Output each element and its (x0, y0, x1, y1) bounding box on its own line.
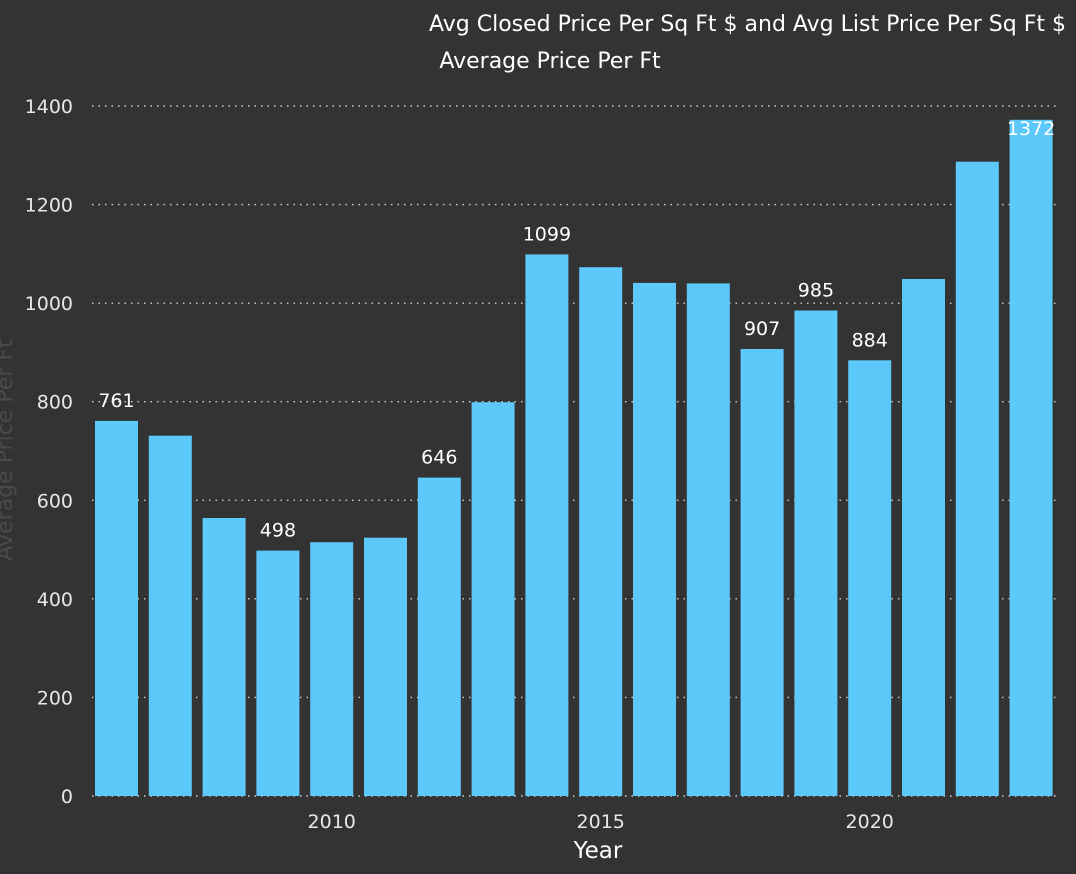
chart-title: Avg Closed Price Per Sq Ft $ and Avg Lis… (429, 12, 1066, 37)
data-label-2023: 1372 (1007, 118, 1055, 140)
bar-2013[interactable] (471, 402, 515, 796)
bar-2018[interactable] (740, 349, 784, 796)
data-label-2006: 761 (98, 390, 134, 412)
y-tick-0: 0 (61, 786, 73, 808)
bars (95, 119, 1053, 797)
bar-2012[interactable] (417, 477, 461, 796)
y-axis-title: Average Price Per Ft (0, 339, 18, 561)
x-axis-ticks: 2010 2015 2020 (308, 811, 894, 833)
data-label-2018: 907 (744, 318, 780, 340)
bar-2008[interactable] (202, 518, 246, 796)
bar-2016[interactable] (633, 282, 676, 796)
bar-2007[interactable] (148, 435, 192, 796)
y-tick-600: 600 (37, 490, 73, 512)
y-tick-1000: 1000 (25, 293, 73, 315)
bar-2020[interactable] (848, 360, 892, 796)
bar-2011[interactable] (364, 537, 407, 796)
x-tick-2015: 2015 (577, 811, 625, 833)
data-labels: 761 498 646 1099 907 985 884 1372 (98, 118, 1055, 542)
x-tick-2010: 2010 (308, 811, 356, 833)
bar-2019[interactable] (794, 310, 838, 797)
data-label-2019: 985 (798, 280, 834, 302)
bar-2021[interactable] (902, 279, 945, 796)
y-axis-ticks: 0 200 400 600 800 1000 1200 1400 (25, 96, 73, 808)
data-label-2020: 884 (852, 329, 888, 351)
data-label-2012: 646 (421, 447, 457, 469)
bar-2023[interactable] (1009, 119, 1053, 797)
bar-2010[interactable] (310, 542, 354, 796)
x-tick-2020: 2020 (846, 811, 894, 833)
bar-2017[interactable] (686, 283, 730, 796)
chart-subtitle: Average Price Per Ft (439, 49, 661, 74)
data-label-2014: 1099 (523, 223, 571, 245)
data-label-2009: 498 (260, 520, 296, 542)
y-tick-200: 200 (37, 687, 73, 709)
y-tick-800: 800 (37, 392, 73, 414)
y-tick-1400: 1400 (25, 96, 73, 118)
bar-2009[interactable] (256, 550, 300, 796)
y-tick-400: 400 (37, 589, 73, 611)
x-axis-title: Year (573, 838, 623, 864)
bar-2015[interactable] (579, 267, 623, 796)
bar-2022[interactable] (955, 161, 999, 796)
bar-2006[interactable] (95, 420, 138, 796)
y-tick-1200: 1200 (25, 195, 73, 217)
bar-2014[interactable] (525, 254, 569, 796)
